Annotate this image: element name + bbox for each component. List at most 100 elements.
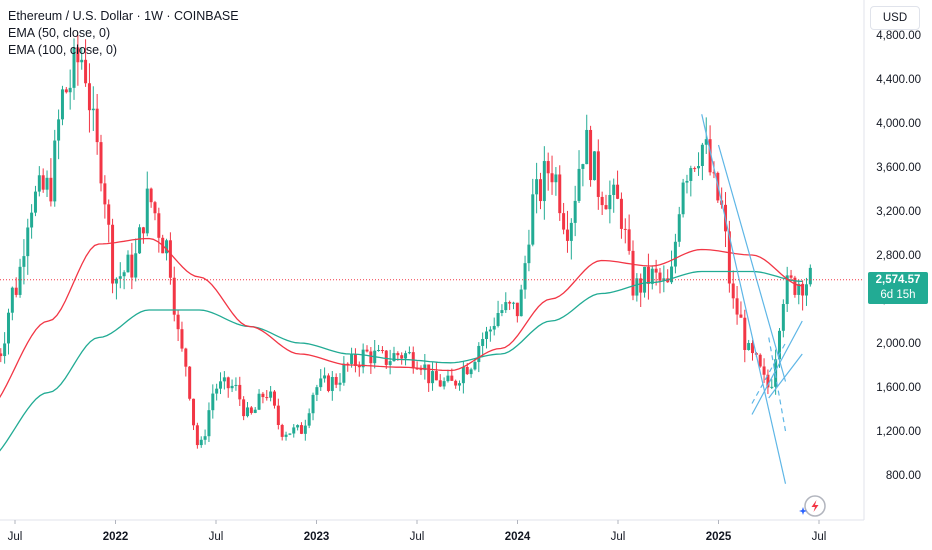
candle-body	[700, 144, 704, 167]
candle-body	[392, 353, 396, 362]
candle-body	[523, 263, 527, 290]
sparkle-icon	[799, 507, 807, 515]
candle-body	[272, 391, 276, 406]
price-tick-label: 2,000.00	[876, 338, 921, 350]
candle-body	[3, 343, 7, 357]
candle-body	[103, 183, 107, 205]
candle-body	[180, 329, 184, 349]
candle-body	[380, 350, 384, 352]
currency-button[interactable]: USD	[870, 6, 920, 30]
candle-body	[801, 283, 805, 296]
bar-countdown: 6d 15h	[880, 289, 916, 301]
candle-body	[369, 351, 373, 364]
candle-body	[793, 277, 797, 295]
candle-body	[708, 139, 712, 173]
candle-body	[211, 393, 215, 411]
candle-body	[130, 254, 134, 278]
candle-body	[76, 47, 80, 63]
candle-body	[234, 384, 238, 386]
candle-body	[635, 278, 639, 296]
candle-body	[357, 365, 361, 368]
candle-body	[53, 140, 57, 202]
ema100-line	[0, 270, 803, 452]
candle-body	[377, 350, 381, 352]
candle-body	[461, 366, 465, 384]
trendline-drawings	[701, 114, 803, 484]
trendline[interactable]	[751, 320, 803, 415]
candle-body	[195, 425, 199, 446]
price-tick-label: 1,600.00	[876, 382, 921, 394]
candle-body	[670, 266, 674, 283]
candle-body	[712, 172, 716, 174]
trendline[interactable]	[768, 337, 787, 432]
trendline[interactable]	[751, 342, 787, 404]
time-tick-label: 2023	[304, 531, 330, 543]
trendline[interactable]	[717, 144, 787, 382]
candle-body	[500, 310, 504, 313]
time-tick-label: 2024	[505, 531, 531, 543]
trendline[interactable]	[768, 353, 803, 399]
candle-body	[184, 348, 188, 367]
candle-body	[446, 375, 450, 382]
candle-body	[515, 302, 519, 317]
candle-body	[49, 177, 53, 202]
candle-body	[535, 179, 539, 195]
candle-body	[326, 375, 330, 391]
candle-body	[323, 375, 327, 379]
candle-body	[126, 254, 130, 273]
candle-body	[138, 227, 142, 254]
candle-body	[604, 205, 608, 210]
symbol-title[interactable]: Ethereum / U.S. Dollar · 1W · COINBASE	[8, 9, 239, 23]
price-tick-label: 2,800.00	[876, 250, 921, 262]
price-tick-label: 3,600.00	[876, 162, 921, 174]
candle-body	[731, 283, 735, 299]
candle-body	[646, 266, 650, 284]
candle-body	[519, 289, 523, 317]
time-tick-label: Jul	[611, 531, 626, 543]
candle-body	[64, 89, 68, 93]
candle-body	[623, 228, 627, 230]
candle-body	[627, 229, 631, 251]
ema-lines	[0, 237, 803, 452]
candle-body	[477, 345, 481, 363]
candle-body	[350, 354, 354, 364]
ema100-legend[interactable]: EMA (100, close, 0)	[8, 43, 118, 57]
candle-body	[188, 366, 192, 399]
candle-body	[334, 376, 338, 385]
candle-body	[60, 89, 64, 120]
trendline[interactable]	[701, 114, 787, 484]
candle-body	[311, 394, 315, 414]
candle-body	[134, 253, 138, 278]
candle-body	[797, 283, 801, 295]
lightning-icon[interactable]	[804, 495, 826, 517]
candle-body	[95, 108, 99, 143]
candle-body	[222, 377, 226, 382]
candle-body	[18, 266, 22, 295]
price-tick-label: 1,200.00	[876, 426, 921, 438]
price-tick-label: 800.00	[886, 470, 921, 482]
ema50-legend[interactable]: EMA (50, close, 0)	[8, 26, 111, 40]
candle-body	[481, 339, 485, 346]
candle-body	[242, 399, 246, 417]
candle-body	[253, 409, 257, 413]
candle-body	[84, 59, 88, 84]
candle-body	[238, 384, 242, 400]
price-tick-label: 4,400.00	[876, 74, 921, 86]
candle-body	[45, 177, 49, 190]
candle-body	[458, 383, 462, 386]
candle-body	[438, 380, 442, 387]
candle-body	[592, 151, 596, 181]
candle-body	[589, 129, 593, 181]
candle-body	[766, 374, 770, 388]
candle-body	[473, 362, 477, 370]
candle-body	[346, 363, 350, 365]
candle-body	[527, 244, 531, 264]
candle-body	[111, 224, 115, 284]
candle-body	[199, 439, 203, 446]
candle-body	[511, 302, 515, 304]
candle-body	[577, 168, 581, 201]
candle-body	[677, 214, 681, 242]
candle-body	[165, 240, 169, 254]
candle-body	[619, 198, 623, 229]
